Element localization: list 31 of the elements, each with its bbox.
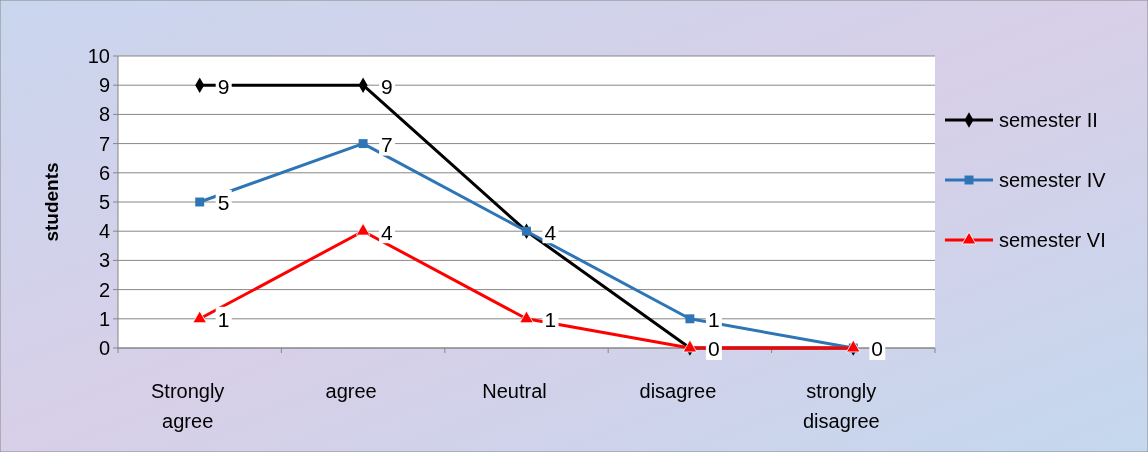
x-tick-label: agree — [325, 380, 377, 402]
legend-label: semester II — [999, 109, 1098, 131]
x-tick-label: Strongly agree — [151, 380, 225, 432]
y-tick-label: 8 — [98, 103, 110, 126]
x-tick-label: strongly disagree — [802, 380, 880, 432]
legend-label: semester IV — [999, 169, 1107, 191]
data-label: 0 — [871, 337, 883, 361]
y-tick-label: 5 — [98, 191, 110, 213]
legend-label: semester VI — [999, 229, 1106, 251]
y-tick-label: 9 — [98, 74, 110, 97]
data-label: 1 — [707, 308, 720, 332]
data-label: 9 — [381, 74, 393, 98]
x-tick-label: disagree — [639, 380, 717, 402]
data-label: 1 — [217, 308, 230, 332]
y-tick-label: 4 — [98, 220, 110, 243]
y-tick-label: 3 — [98, 249, 110, 272]
data-label: 4 — [544, 220, 557, 244]
data-label: 0 — [707, 337, 720, 361]
y-tick-label: 1 — [98, 307, 110, 330]
data-label: 1 — [544, 308, 557, 332]
data-label: 7 — [381, 133, 393, 156]
x-tick-label: Neutral — [482, 380, 547, 402]
y-tick-label: 6 — [98, 161, 110, 184]
y-tick-label: 7 — [98, 132, 110, 155]
data-label: 4 — [381, 220, 394, 244]
data-label: 5 — [217, 191, 230, 215]
data-label: 9 — [217, 74, 230, 98]
y-tick-label: 0 — [98, 337, 110, 359]
y-axis-title: students — [41, 162, 62, 242]
y-tick-label: 2 — [98, 278, 110, 301]
y-tick-label: 10 — [87, 45, 110, 67]
